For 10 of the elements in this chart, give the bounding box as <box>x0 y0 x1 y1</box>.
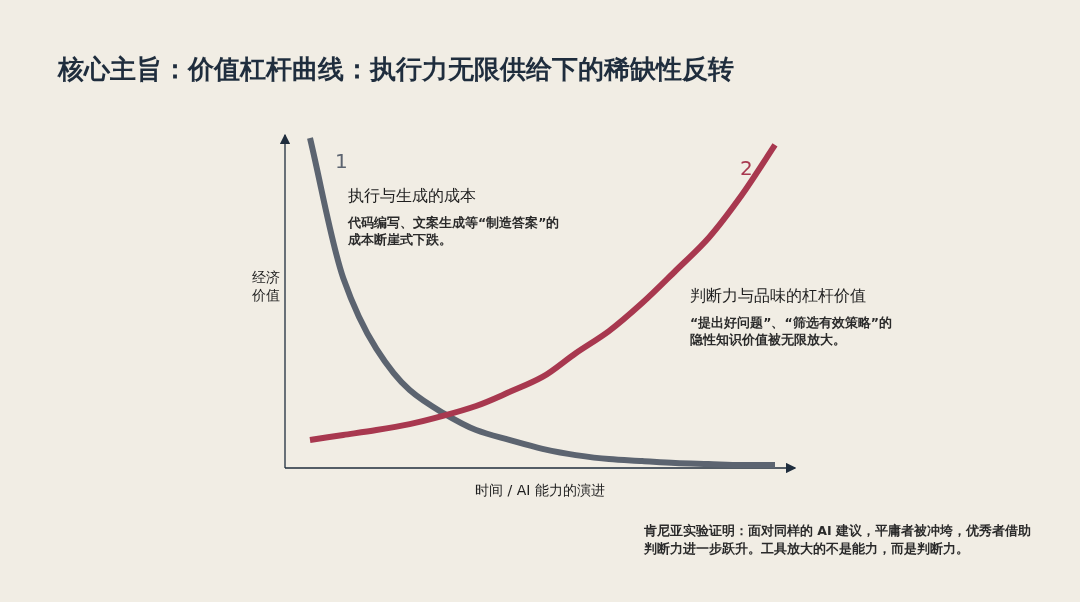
xlabel: 时间 / AI 能力的演进 <box>474 482 606 500</box>
annotation: 判断力与品味的杠杆价值 <box>690 286 866 307</box>
annotation: 代码编写、文案生成等“制造答案”的成本断崖式下跌。 <box>348 214 561 248</box>
annotation: 执行与生成的成本 <box>348 186 476 207</box>
annotation: “提出好问题”、“筛选有效策略”的隐性知识价值被无限放大。 <box>690 314 893 348</box>
ylabel: 经济价值 <box>251 268 281 304</box>
annotation: 肯尼亚实验证明：面对同样的 AI 建议，平庸者被冲垮，优秀者借助判断力进一步跃升。工具放大的不是能力，而是判断力。 <box>644 522 1032 558</box>
series-label: 1 <box>335 149 348 173</box>
title: 核心主旨：价值杠杆曲线：执行力无限供给下的稀缺性反转 <box>58 53 734 86</box>
series-label: 2 <box>740 155 753 180</box>
